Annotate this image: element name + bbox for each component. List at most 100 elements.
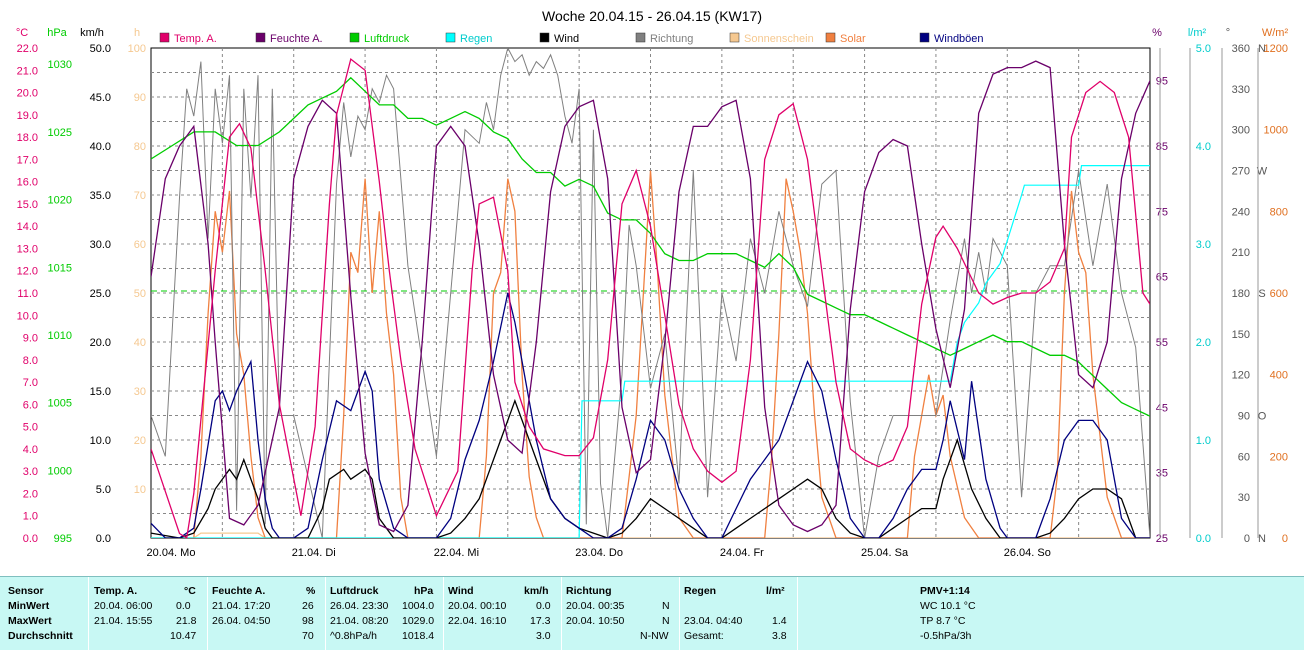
rain-max-time: 23.04. 04:40 xyxy=(684,615,743,627)
rain-total-label: Gesamt: xyxy=(684,630,724,642)
temp-axis-tick: 6.0 xyxy=(23,399,38,411)
dewpoint-value: TP 8.7 °C xyxy=(920,615,966,627)
solar-axis-tick: 0 xyxy=(1282,533,1288,545)
legend-swatch xyxy=(255,32,266,43)
temp-axis-tick: 16.0 xyxy=(17,177,38,189)
wind-axis-tick: 15.0 xyxy=(90,386,111,398)
direction-axis-tick: 30 xyxy=(1238,492,1250,504)
pressure-min-value: 1004.0 xyxy=(402,600,435,612)
temp-axis-tick: 4.0 xyxy=(23,444,38,456)
pmv-header: PMV+1:14 xyxy=(920,585,970,597)
series-line-luftdruck xyxy=(151,76,1150,417)
sunshine-axis-tick: 80 xyxy=(134,141,146,153)
rain-total-value: 3.8 xyxy=(772,630,787,642)
direction-max-time: 20.04. 10:50 xyxy=(566,615,625,627)
rain-unit: l/m² xyxy=(766,585,785,597)
legend-label: Richtung xyxy=(650,33,693,45)
series-line-wind xyxy=(151,398,1150,538)
pressure-axis-tick: 1030 xyxy=(48,59,72,71)
pressure-axis-tick: 1005 xyxy=(48,398,72,410)
direction-header: Richtung xyxy=(566,585,612,597)
sunshine-axis-tick: 20 xyxy=(134,435,146,447)
direction-axis-unit: ° xyxy=(1226,27,1230,39)
temp-axis-tick: 17.0 xyxy=(17,154,38,166)
rain-axis-tick: 4.0 xyxy=(1196,141,1211,153)
humidity-unit: % xyxy=(306,585,316,597)
direction-axis-tick: 60 xyxy=(1238,451,1250,463)
pressure-min-time: 26.04. 23:30 xyxy=(330,600,389,612)
solar-axis-tick: 200 xyxy=(1270,451,1288,463)
x-axis-tick: 25.04. Sa xyxy=(861,547,909,559)
pressure-header: Luftdruck xyxy=(330,585,379,597)
temp-header: Temp. A. xyxy=(94,585,138,597)
x-axis-tick: 26.04. So xyxy=(1004,547,1051,559)
wind-min-time: 20.04. 00:10 xyxy=(448,600,507,612)
temp-axis-tick: 3.0 xyxy=(23,466,38,478)
humidity-max-value: 98 xyxy=(302,615,314,627)
temp-axis-tick: 15.0 xyxy=(17,199,38,211)
humidity-axis-tick: 75 xyxy=(1156,206,1168,218)
statistics-panel: Sensor MinWert MaxWert Durchschnitt Temp… xyxy=(0,576,1304,650)
legend-label: Wind xyxy=(554,33,579,45)
temp-axis-tick: 10.0 xyxy=(17,310,38,322)
legend-swatch xyxy=(539,32,550,43)
x-axis-tick: 21.04. Di xyxy=(292,547,336,559)
chart-title: Woche 20.04.15 - 26.04.15 (KW17) xyxy=(542,8,762,24)
sunshine-axis-tick: 60 xyxy=(134,239,146,251)
direction-axis-tick: 90 xyxy=(1238,411,1250,423)
humidity-axis-tick: 95 xyxy=(1156,76,1168,88)
temp-min-time: 20.04. 06:00 xyxy=(94,600,153,612)
x-axis-tick: 20.04. Mo xyxy=(147,547,196,559)
wind-axis-tick: 40.0 xyxy=(90,141,111,153)
temp-axis-tick: 8.0 xyxy=(23,355,38,367)
series-line-feuchte-a- xyxy=(151,60,1150,533)
pressure-axis-unit: hPa xyxy=(47,27,67,39)
sensor-header: Sensor xyxy=(8,585,44,597)
direction-cardinal-label: W xyxy=(1257,166,1268,178)
wind-axis-tick: 5.0 xyxy=(96,484,111,496)
humidity-axis-tick: 55 xyxy=(1156,337,1168,349)
direction-min-value: N xyxy=(662,600,670,612)
row-label-avg: Durchschnitt xyxy=(8,630,73,642)
sunshine-axis-tick: 70 xyxy=(134,190,146,202)
direction-axis-tick: 270 xyxy=(1232,166,1250,178)
solar-axis-tick: 1200 xyxy=(1264,43,1288,55)
pressure-unit: hPa xyxy=(414,585,434,597)
sunshine-axis-tick: 40 xyxy=(134,337,146,349)
x-axis-tick: 22.04. Mi xyxy=(434,547,479,559)
temp-axis-tick: 0.0 xyxy=(23,533,38,545)
wind-axis-tick: 35.0 xyxy=(90,190,111,202)
humidity-avg-value: 70 xyxy=(302,630,314,642)
direction-min-time: 20.04. 00:35 xyxy=(566,600,625,612)
legend-swatch xyxy=(159,32,170,43)
temp-axis-tick: 22.0 xyxy=(17,43,38,55)
rain-axis-tick: 0.0 xyxy=(1196,533,1211,545)
sunshine-axis-tick: 90 xyxy=(134,92,146,104)
series-line-solar xyxy=(151,170,1150,538)
wind-axis-tick: 30.0 xyxy=(90,239,111,251)
x-axis-tick: 23.04. Do xyxy=(575,547,623,559)
legend-swatch xyxy=(635,32,646,43)
wind-axis-tick: 10.0 xyxy=(90,435,111,447)
temp-axis-tick: 12.0 xyxy=(17,266,38,278)
legend-label: Regen xyxy=(460,33,492,45)
temp-axis-unit: °C xyxy=(16,27,28,39)
wind-axis-tick: 45.0 xyxy=(90,92,111,104)
temp-axis-tick: 20.0 xyxy=(17,88,38,100)
direction-axis-tick: 210 xyxy=(1232,247,1250,259)
rain-max-value: 1.4 xyxy=(772,615,787,627)
wind-min-value: 0.0 xyxy=(536,600,551,612)
wind-axis-tick: 0.0 xyxy=(96,533,111,545)
direction-axis-tick: 180 xyxy=(1232,288,1250,300)
direction-cardinal-label: S xyxy=(1258,288,1265,300)
sunshine-axis-tick: 30 xyxy=(134,386,146,398)
wind-max-time: 22.04. 16:10 xyxy=(448,615,507,627)
pressure-trend: ^0.8hPa/h xyxy=(330,630,377,642)
temp-axis-tick: 13.0 xyxy=(17,243,38,255)
temp-min-value: 0.0 xyxy=(176,600,191,612)
rain-axis-unit: l/m² xyxy=(1188,27,1207,39)
sunshine-axis-tick: 50 xyxy=(134,288,146,300)
solar-axis-tick: 1000 xyxy=(1264,125,1288,137)
legend-swatch xyxy=(445,32,456,43)
pressure-axis-tick: 1010 xyxy=(48,330,72,342)
